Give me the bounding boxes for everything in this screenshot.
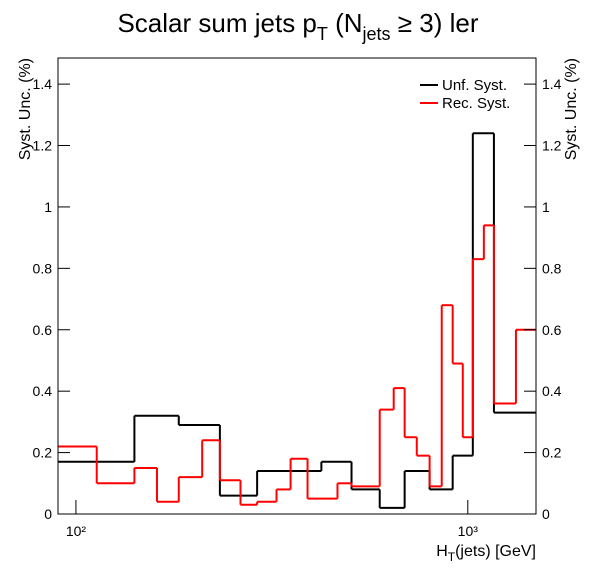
chart-title: Scalar sum jets pT (Njets ≥ 3) ler — [117, 8, 478, 44]
plot-frame — [57, 57, 537, 515]
x-tick-label: 10³ — [458, 523, 479, 539]
y2-tick-label: 0 — [542, 506, 550, 522]
y2-tick-label: 1 — [542, 199, 550, 215]
title-subscript: T — [317, 24, 328, 44]
title-subscript: jets — [362, 24, 391, 44]
y2-tick-label: 1.2 — [542, 138, 562, 154]
y-tick-label: 1.4 — [33, 76, 53, 92]
title-text: (N — [328, 8, 363, 38]
y2-tick-label: 0.2 — [542, 445, 562, 461]
legend-label: Unf. Syst. — [442, 77, 507, 94]
y-tick-label: 0.2 — [33, 445, 53, 461]
title-text: Scalar sum jets p — [117, 8, 316, 38]
x-label-text: (jets) [GeV] — [455, 543, 536, 560]
x-tick-label: 10² — [66, 523, 87, 539]
y2-tick-label: 0.4 — [542, 383, 562, 399]
x-label-subscript: T — [448, 550, 456, 564]
y-axis-label: Syst. Unc. (%) — [17, 58, 34, 160]
y-tick-label: 0.6 — [33, 322, 53, 338]
y-tick-label: 0 — [44, 506, 52, 522]
x-label-text: H — [436, 543, 448, 560]
y-tick-label: 0.8 — [33, 260, 53, 276]
y-tick-label: 1 — [44, 199, 52, 215]
title-text: ≥ 3) ler — [391, 8, 479, 38]
y-tick-label: 0.4 — [33, 383, 53, 399]
y2-tick-label: 1.4 — [542, 76, 562, 92]
y2-axis-label: Syst. Unc. (%) — [563, 58, 580, 160]
legend-label: Rec. Syst. — [442, 95, 510, 112]
y-tick-label: 1.2 — [33, 138, 53, 154]
x-axis-label: HT(jets) [GeV] — [436, 543, 536, 564]
y2-tick-label: 0.6 — [542, 322, 562, 338]
y2-tick-label: 0.8 — [542, 260, 562, 276]
